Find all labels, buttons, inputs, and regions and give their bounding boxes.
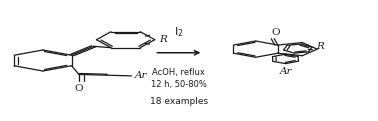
Text: AcOH, reflux
12 h, 50-80%: AcOH, reflux 12 h, 50-80% bbox=[151, 68, 207, 89]
Text: O: O bbox=[74, 84, 83, 93]
Text: Ar: Ar bbox=[135, 71, 147, 80]
Text: O: O bbox=[271, 28, 280, 37]
Text: R: R bbox=[159, 35, 167, 44]
Text: 18 examples: 18 examples bbox=[150, 97, 208, 106]
Text: Ar: Ar bbox=[279, 67, 292, 76]
Text: R: R bbox=[316, 42, 324, 51]
Text: I$_2$: I$_2$ bbox=[174, 25, 184, 39]
